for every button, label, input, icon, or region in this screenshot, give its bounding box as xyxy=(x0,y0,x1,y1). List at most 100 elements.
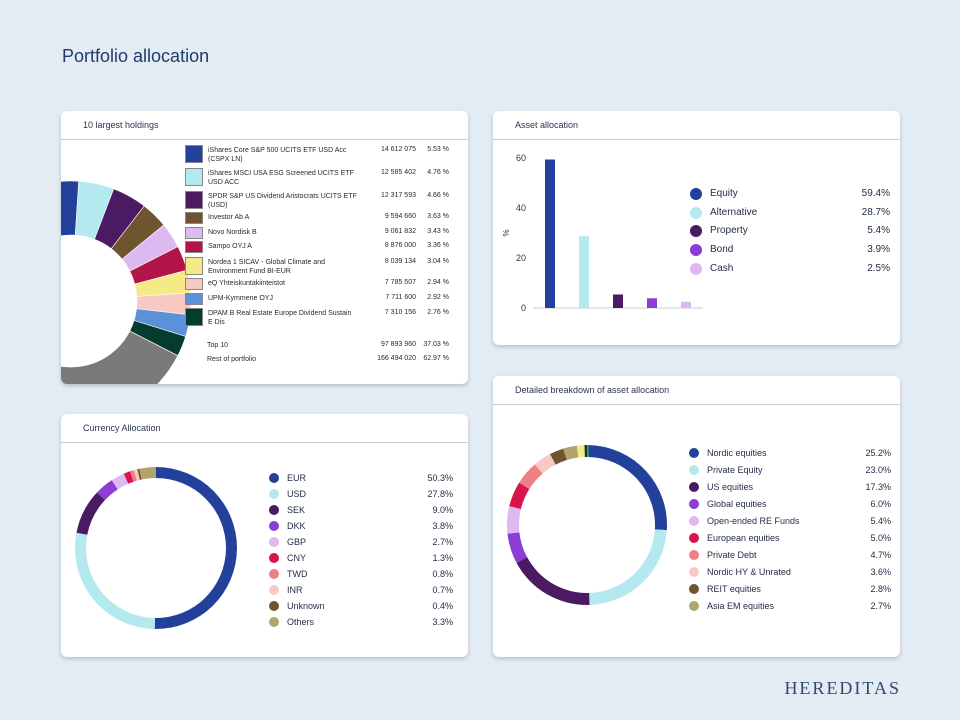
holding-pct: 2.76 % xyxy=(427,309,449,316)
legend-label: Cash xyxy=(710,262,734,274)
legend-value: 50.3% xyxy=(427,473,453,483)
legend-label: US equities xyxy=(707,482,754,492)
holding-pct: 2.94 % xyxy=(427,279,449,286)
holding-value: 8 039 134 xyxy=(384,258,416,265)
y-tick-label: 40 xyxy=(516,203,526,213)
currency-legend-item: SEK 9.0% xyxy=(269,505,453,517)
currency-legend-item: INR 0.7% xyxy=(269,585,453,597)
legend-dot xyxy=(689,550,699,560)
legend-dot xyxy=(689,482,699,492)
legend-dot xyxy=(269,537,279,547)
legend-dot xyxy=(269,601,279,611)
holding-swatch xyxy=(185,257,203,275)
holding-swatch xyxy=(185,212,203,224)
holding-swatch xyxy=(185,168,203,186)
legend-dot xyxy=(689,533,699,543)
detailed-slice-8 xyxy=(550,448,567,465)
detailed-legend-item: Nordic HY & Unrated 3.6% xyxy=(689,567,891,579)
detailed-legend-item: Global equities 6.0% xyxy=(689,499,891,511)
asset-legend-item: Alternative 28.7% xyxy=(690,206,890,221)
legend-dot xyxy=(269,505,279,515)
legend-dot xyxy=(690,262,702,275)
asset-allocation-title: Asset allocation xyxy=(515,120,579,130)
bar-property xyxy=(613,294,623,308)
legend-dot xyxy=(689,601,699,611)
holding-value: 7 310 156 xyxy=(384,309,416,316)
divider xyxy=(493,404,900,405)
holding-value: 9 061 832 xyxy=(384,228,416,235)
legend-label: TWD xyxy=(287,569,308,579)
holding-swatch xyxy=(185,227,203,239)
legend-dot xyxy=(689,516,699,526)
legend-value: 1.3% xyxy=(432,553,453,563)
bar-equity xyxy=(545,159,555,308)
holding-name: DPAM B Real Estate Europe Dividend Susta… xyxy=(208,310,352,326)
holding-value: 8 876 000 xyxy=(384,242,416,249)
holding-pct: 3.36 % xyxy=(427,242,449,249)
currency-title: Currency Allocation xyxy=(83,423,161,433)
currency-slice-1 xyxy=(75,532,155,629)
detailed-legend-item: Private Debt 4.7% xyxy=(689,550,891,562)
detailed-slice-1 xyxy=(589,529,667,605)
detailed-slice-5 xyxy=(509,482,530,509)
detailed-slice-0 xyxy=(588,445,667,531)
legend-value: 3.9% xyxy=(867,244,890,256)
detailed-slice-7 xyxy=(534,454,556,474)
summary-value: 166 494 020 xyxy=(377,355,416,362)
legend-dot xyxy=(269,569,279,579)
page-title: Portfolio allocation xyxy=(62,46,210,66)
legend-label: Nordic HY & Unrated xyxy=(707,567,791,577)
legend-value: 59.4% xyxy=(861,188,890,199)
detailed-slice-3 xyxy=(507,532,528,563)
y-tick-label: 0 xyxy=(521,303,526,313)
legend-label: Global equities xyxy=(707,499,767,509)
holding-name: iShares Core S&P 500 UCITS ETF USD Acc (… xyxy=(208,147,347,163)
legend-dot xyxy=(689,448,699,458)
legend-dot xyxy=(689,465,699,475)
legend-value: 27.8% xyxy=(427,489,453,499)
legend-dot xyxy=(689,584,699,594)
asset-legend-item: Cash 2.5% xyxy=(690,262,890,277)
holding-pct: 4.66 % xyxy=(427,192,449,199)
holding-swatch xyxy=(185,241,203,253)
detailed-legend-item: REIT equities 2.8% xyxy=(689,584,891,596)
holding-pct: 2.92 % xyxy=(427,294,449,301)
divider xyxy=(61,442,468,443)
bar-bond xyxy=(647,298,657,308)
holding-swatch xyxy=(185,293,203,305)
legend-label: Open-ended RE Funds xyxy=(707,516,800,526)
legend-label: Private Debt xyxy=(707,550,757,560)
holding-pct: 3.63 % xyxy=(427,213,449,220)
holding-name: Investor Ab A xyxy=(208,214,250,221)
bar-cash xyxy=(681,301,691,308)
holding-value: 9 594 660 xyxy=(384,213,416,220)
legend-value: 2.7% xyxy=(870,601,891,611)
holding-value: 12 317 593 xyxy=(380,192,416,199)
detailed-slice-2 xyxy=(516,557,590,605)
holding-pct: 5.53 % xyxy=(427,146,449,153)
holding-name: Novo Nordisk B xyxy=(208,229,257,236)
legend-label: Alternative xyxy=(710,206,758,218)
asset-legend-item: Equity 59.4% xyxy=(690,188,890,202)
holding-value: 7 711 600 xyxy=(385,294,416,301)
legend-label: Nordic equities xyxy=(707,448,767,458)
legend-label: CNY xyxy=(287,553,307,563)
legend-dot xyxy=(689,567,699,577)
currency-legend-item: GBP 2.7% xyxy=(269,537,453,549)
currency-slice-9 xyxy=(139,467,156,480)
currency-slice-0 xyxy=(154,467,238,629)
legend-value: 28.7% xyxy=(861,206,890,218)
currency-legend-item: Others 3.3% xyxy=(269,617,453,629)
legend-dot xyxy=(690,188,702,200)
legend-dot xyxy=(269,489,279,499)
currency-slice-4 xyxy=(111,473,129,490)
holding-pct: 3.04 % xyxy=(427,258,449,265)
currency-slice-2 xyxy=(76,492,106,535)
legend-label: GBP xyxy=(287,537,307,547)
currency-slice-3 xyxy=(96,480,118,501)
y-tick-label: 20 xyxy=(516,253,526,263)
legend-value: 3.6% xyxy=(870,567,891,577)
legend-value: 5.4% xyxy=(870,516,891,526)
legend-value: 3.8% xyxy=(432,521,453,531)
currency-legend-item: DKK 3.8% xyxy=(269,521,453,533)
